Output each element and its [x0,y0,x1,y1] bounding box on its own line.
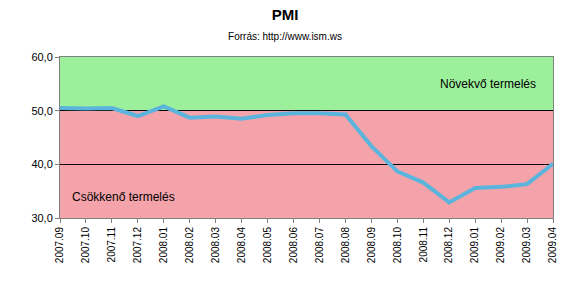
svg-text:Növekvő termelés: Növekvő termelés [440,77,536,91]
svg-text:2008.12: 2008.12 [443,227,454,264]
svg-text:2008.06: 2008.06 [288,227,299,264]
svg-text:2007.10: 2007.10 [80,227,91,264]
svg-text:2008.07: 2008.07 [314,227,325,264]
svg-text:60,0: 60,0 [31,51,52,63]
svg-text:Csökkenő termelés: Csökkenő termelés [72,190,175,204]
svg-text:2008.05: 2008.05 [262,227,273,264]
svg-text:2009.01: 2009.01 [469,227,480,264]
svg-text:2008.02: 2008.02 [184,227,195,264]
svg-text:2009.02: 2009.02 [495,227,506,264]
svg-text:50,0: 50,0 [31,105,52,117]
svg-text:40,0: 40,0 [31,158,52,170]
svg-text:2008.08: 2008.08 [340,227,351,264]
svg-text:2008.03: 2008.03 [210,227,221,264]
svg-text:2008.01: 2008.01 [158,227,169,264]
svg-text:2008.04: 2008.04 [236,227,247,264]
svg-text:2008.11: 2008.11 [418,227,429,263]
svg-text:2007.11: 2007.11 [106,227,117,263]
svg-text:2008.09: 2008.09 [366,227,377,264]
svg-text:2007.09: 2007.09 [54,227,65,264]
svg-text:PMIForrás: http://www.ism.ws: PMIForrás: http://www.ism.ws [228,6,342,42]
svg-text:2009.03: 2009.03 [521,227,532,264]
svg-text:2008.10: 2008.10 [392,227,403,264]
svg-text:30,0: 30,0 [31,212,52,224]
svg-text:2007.12: 2007.12 [132,227,143,264]
svg-text:2009.04: 2009.04 [547,227,558,264]
